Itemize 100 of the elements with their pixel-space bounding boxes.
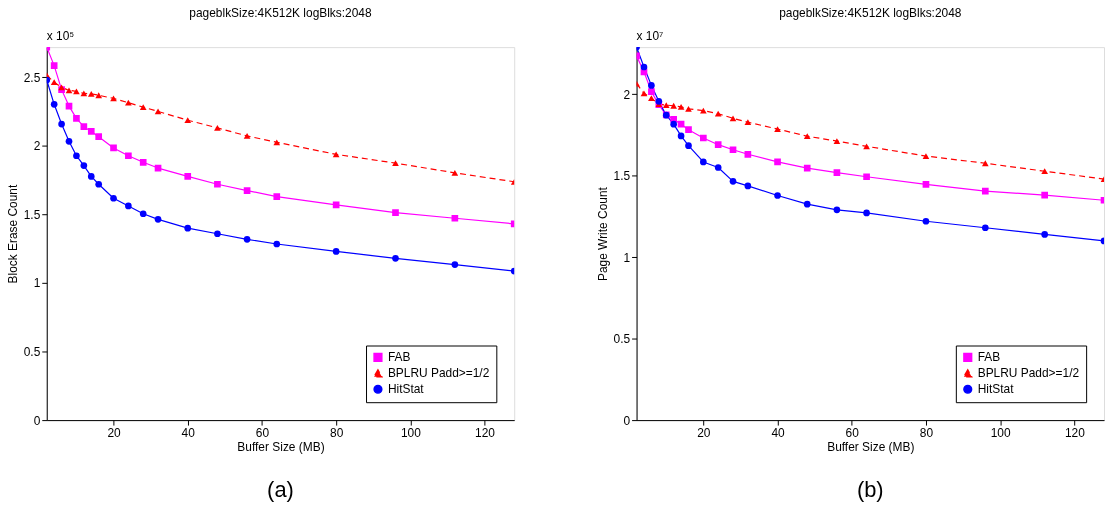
- y-tick-label: 1: [623, 250, 631, 265]
- point: [774, 192, 781, 199]
- y-axis-title: Block Erase Count: [5, 184, 20, 284]
- point: [744, 119, 752, 126]
- point: [184, 224, 192, 232]
- point: [774, 126, 781, 132]
- y-tick-label: 2.5: [23, 70, 41, 85]
- point: [714, 141, 722, 149]
- x-tick-label: 100: [990, 425, 1011, 440]
- point: [50, 79, 58, 86]
- point: [243, 236, 251, 243]
- point: [685, 105, 692, 112]
- point: [1041, 168, 1049, 175]
- x-tick-label: 80: [919, 425, 934, 440]
- chart-title: pageblkSize:4K512K logBlks:2048: [779, 6, 962, 21]
- y-tick-label: 2: [33, 139, 41, 154]
- y-tick-label: 0.5: [23, 345, 41, 360]
- point: [125, 99, 132, 106]
- point: [648, 95, 655, 101]
- point: [451, 261, 459, 268]
- legend-label: BPLRU Padd>=1/2: [977, 366, 1080, 381]
- point: [451, 214, 459, 222]
- y-tick-label: 2: [623, 87, 631, 102]
- point: [863, 143, 870, 150]
- x-tick-label: 80: [330, 425, 344, 440]
- x-tick-label: 60: [255, 425, 270, 440]
- y-tick-label: 0: [33, 413, 41, 428]
- x-tick-label: 120: [475, 425, 496, 440]
- x-tick-label: 60: [845, 425, 860, 440]
- chart-title: pageblkSize:4K512K logBlks:2048: [189, 6, 372, 21]
- x-tick-label: 20: [107, 425, 122, 440]
- point: [392, 254, 399, 262]
- point: [139, 158, 147, 166]
- text: x 10⁷: [636, 29, 664, 44]
- text: x 10⁵: [46, 29, 75, 44]
- point: [139, 104, 147, 111]
- x-tick-label: 20: [697, 425, 711, 440]
- y-tick-label: 1.5: [23, 207, 41, 222]
- point: [184, 173, 192, 180]
- y-tick-label: 0.5: [613, 332, 631, 347]
- point: [640, 63, 648, 71]
- point: [243, 133, 251, 139]
- point: [803, 164, 811, 172]
- point: [922, 217, 930, 225]
- point: [95, 180, 103, 188]
- point: [677, 104, 685, 110]
- point: [981, 160, 989, 167]
- point: [700, 158, 707, 166]
- x-axis-title: Buffer Size (MB): [827, 440, 915, 455]
- point: [95, 92, 103, 99]
- point: [922, 153, 930, 159]
- point: [154, 216, 162, 223]
- point: [73, 152, 80, 160]
- point: [729, 178, 737, 185]
- point: [80, 162, 88, 169]
- point: [922, 181, 930, 188]
- point: [87, 128, 95, 135]
- y-tick-label: 1: [33, 276, 41, 291]
- y-tick-label: 0: [623, 413, 631, 428]
- point: [640, 90, 648, 97]
- y-axis-title: Page Write Count: [595, 186, 610, 282]
- point: [273, 240, 281, 248]
- point: [744, 150, 752, 158]
- point: [863, 209, 870, 217]
- point: [700, 134, 707, 142]
- y-tick-label: 1.5: [613, 169, 631, 184]
- point: [670, 120, 677, 128]
- legend-label: BPLRU Padd>=1/2: [387, 366, 490, 381]
- x-axis-title: Buffer Size (MB): [237, 440, 325, 455]
- point: [392, 160, 399, 167]
- point: [154, 108, 162, 115]
- point: [774, 158, 781, 166]
- x-tick-label: 120: [1064, 425, 1086, 440]
- point: [95, 133, 103, 140]
- point: [729, 115, 737, 122]
- x-tick-label: 40: [181, 425, 196, 440]
- point: [833, 138, 841, 144]
- point: [451, 169, 459, 176]
- point: [648, 88, 655, 95]
- point: [58, 120, 65, 128]
- point: [65, 87, 73, 94]
- point: [125, 152, 132, 160]
- point: [392, 209, 399, 216]
- point: [139, 210, 147, 218]
- point: [744, 182, 752, 190]
- point: [833, 206, 841, 214]
- point: [332, 248, 340, 255]
- point: [677, 132, 685, 140]
- point: [662, 102, 670, 108]
- point: [273, 139, 281, 146]
- point: [243, 187, 251, 194]
- point: [1041, 231, 1049, 238]
- legend-label: HitStat: [387, 382, 425, 397]
- point: [50, 100, 58, 108]
- point: [803, 200, 811, 208]
- point: [125, 202, 132, 210]
- point: [648, 82, 655, 89]
- point: [214, 230, 221, 238]
- point: [863, 173, 870, 181]
- point: [714, 164, 722, 171]
